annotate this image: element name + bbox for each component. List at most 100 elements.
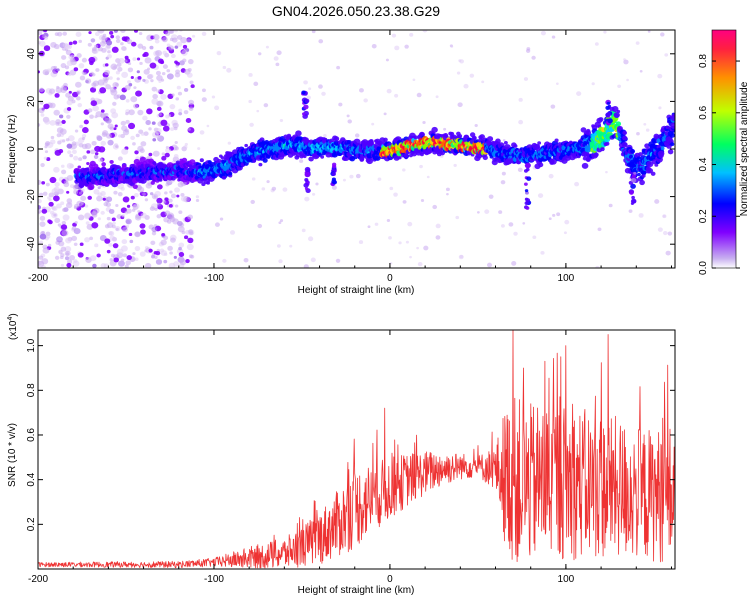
heatmap-cell [188,106,194,111]
heatmap-cell [163,235,169,241]
heatmap-cell [549,158,557,165]
heatmap-cell [134,257,139,261]
heatmap-cell [71,141,77,146]
heatmap-cell [523,169,528,173]
heatmap-cell [548,217,552,221]
heatmap-cell [66,143,73,149]
heatmap-cell [106,40,113,46]
heatmap-cell [122,226,128,233]
heatmap-cell [110,34,115,39]
y-tick-label: 20 [26,95,37,107]
heatmap-cell [550,104,556,109]
heatmap-cell [219,217,224,221]
heatmap-cell [646,160,654,168]
heatmap-cell [630,149,636,154]
heatmap-cell [85,221,90,225]
heatmap-cell [75,31,82,37]
heatmap-cell [60,263,65,267]
heatmap-cell [303,104,309,110]
heatmap-cell [116,77,120,81]
heatmap-cell [50,71,58,78]
heatmap-cell [157,58,164,64]
heatmap-cell [623,59,629,65]
heatmap-cell [116,62,122,67]
heatmap-cell [87,183,95,191]
heatmap-cell [446,192,449,196]
heatmap-cell [412,78,416,82]
heatmap-cell [174,204,179,208]
heatmap-cell [46,68,52,73]
heatmap-cell [139,61,143,66]
heatmap-cell [252,159,256,163]
heatmap-cell [115,83,119,87]
heatmap-cell [71,235,78,242]
heatmap-cell [84,212,91,219]
heatmap-cell [459,255,464,259]
heatmap-cell [111,224,116,229]
heatmap-cell [131,208,136,212]
heatmap-cell [114,124,118,128]
heatmap-cell [657,73,663,79]
heatmap-cell [168,45,174,51]
heatmap-cell [301,228,306,233]
heatmap-cell [574,181,580,187]
heatmap-cell [169,251,173,255]
heatmap-cell [304,98,310,104]
heatmap-cell [165,114,170,119]
heatmap-cell [130,76,134,80]
heatmap-cell [178,111,183,116]
heatmap-cell [657,227,663,232]
heatmap-cell [65,237,72,244]
heatmap-cell [91,140,97,146]
heatmap-cell [170,193,177,199]
heatmap-cell [80,195,87,201]
heatmap-cell [665,250,671,256]
heatmap-cell [354,133,360,138]
heatmap-cell [405,240,409,244]
heatmap-cell [564,219,570,225]
heatmap-cell [187,214,193,220]
heatmap-cell [64,43,71,49]
heatmap-cell [113,257,119,263]
heatmap-cell [576,91,582,96]
heatmap-cell [130,135,135,141]
heatmap-cell [195,198,200,202]
heatmap-cell [78,39,82,43]
heatmap-cell [591,82,595,86]
heatmap-cell [179,259,187,266]
heatmap-cell [176,34,183,40]
heatmap-cell [62,214,70,221]
heatmap-cell [258,162,263,167]
heatmap-cell [195,195,200,199]
heatmap-cell [77,214,85,221]
heatmap-cell [87,108,93,113]
heatmap-cell [228,171,233,176]
heatmap-cell [137,186,145,193]
heatmap-cell [132,203,140,210]
y-tick-label: -40 [26,237,37,252]
heatmap-cell [143,69,150,75]
heatmap-cell [170,237,176,243]
x-tick-label: -100 [204,273,224,284]
heatmap-cell [108,76,113,80]
heatmap-cell [511,261,517,266]
heatmap-cell [257,223,263,229]
heatmap-cell [518,97,523,102]
heatmap-cell [38,260,45,268]
heatmap-cell [201,88,206,93]
heatmap-cell [186,38,192,43]
heatmap-cell [484,209,490,214]
heatmap-cell [77,103,83,108]
x-tick-label: 0 [387,574,393,585]
heatmap-cell [39,215,46,221]
heatmap-cell [99,41,107,47]
x-tick-label: -200 [28,574,48,585]
colorbar: 0.0 0.2 0.4 0.6 0.8 Normalized spectral ampl… [698,29,750,275]
heatmap-cell [64,246,72,253]
heatmap-cell [597,227,602,232]
heatmap-cell [139,148,145,154]
heatmap-cell [103,202,109,207]
heatmap-cell [117,66,123,72]
heatmap-cell [635,41,640,45]
heatmap-cell [44,119,51,125]
